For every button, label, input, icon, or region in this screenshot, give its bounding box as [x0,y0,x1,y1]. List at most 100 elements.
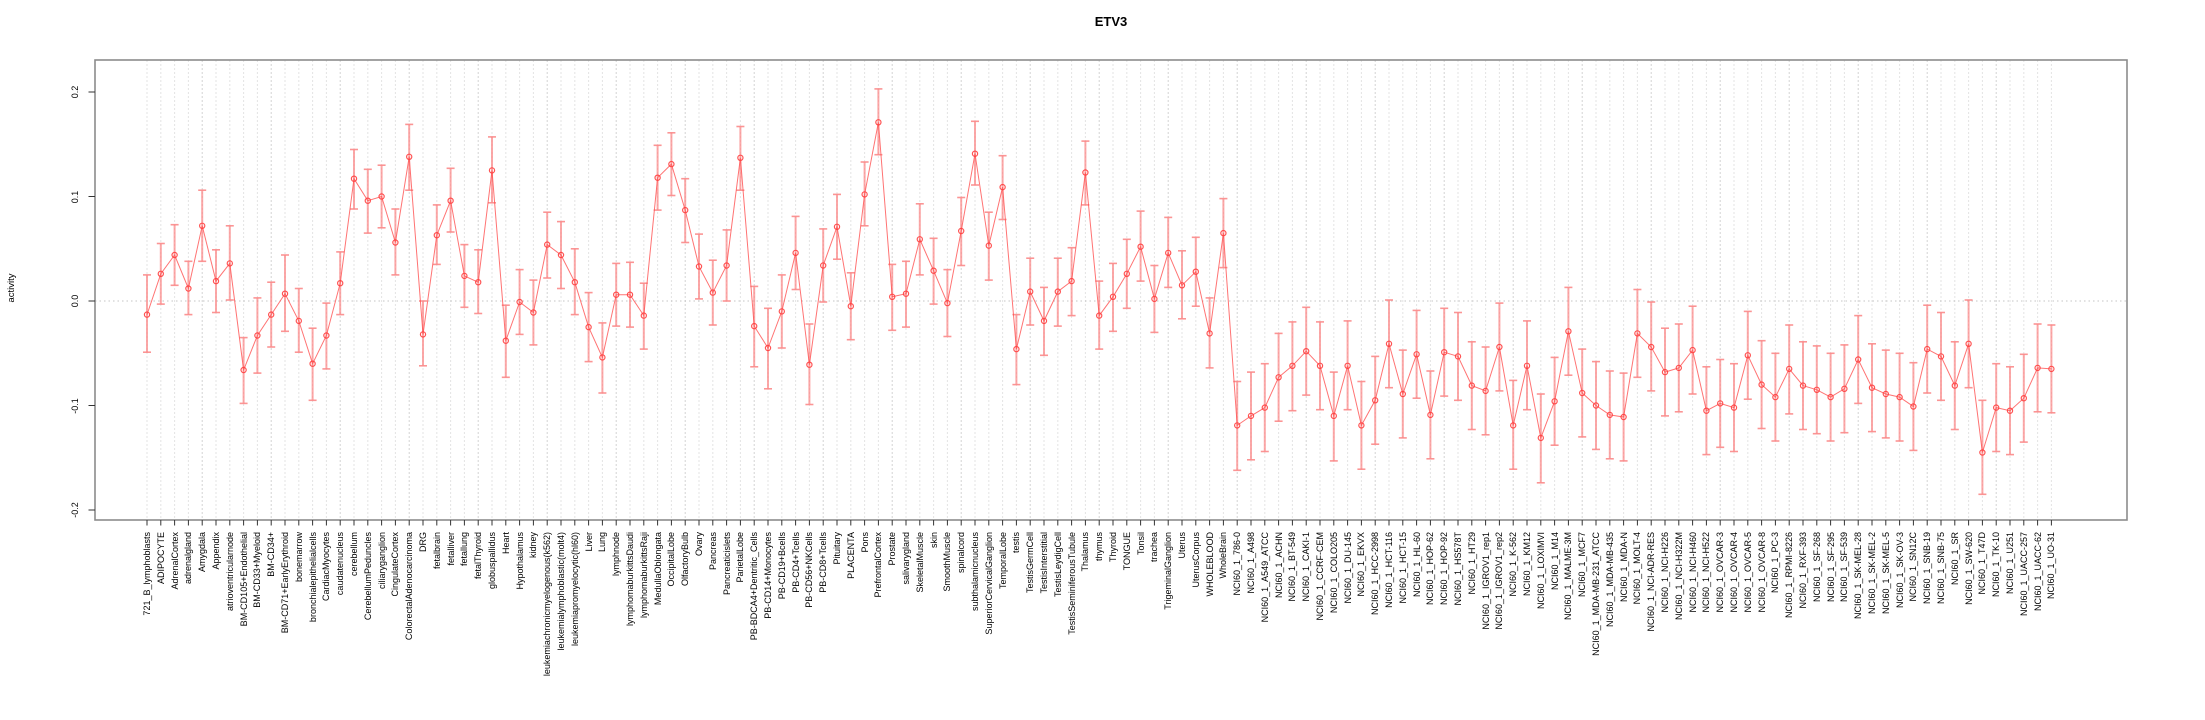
x-tick-label: fetalliver [445,532,456,566]
x-tick-label: AdrenalCortex [169,532,180,590]
x-tick-label: NCI60_1_SNB-75 [1936,532,1946,605]
data-point [1634,330,1641,337]
data-point [806,361,813,368]
x-tick-label: PrefrontalCortex [873,532,884,598]
x-tick-label: NCI60_1_OVCAR-4 [1729,532,1739,613]
data-point [875,119,882,126]
x-tick-label: PB-CD56+NKCells [804,532,815,608]
data-point [1220,229,1227,237]
data-point [1109,293,1117,300]
data-point [1772,393,1779,401]
data-point [820,262,827,269]
x-tick-label: TONGUE [1121,532,1132,571]
x-tick-label: NCI60_1_BT-549 [1287,532,1298,602]
data-point [1661,368,1669,376]
x-tick-label: TestisInterstitial [1039,532,1049,594]
x-tick-label: NCI60_1_CAKI-1 [1301,532,1312,602]
x-tick-label: NCI60_1_NCI-H226 [1660,532,1670,613]
x-tick-label: fetalThyroid [473,532,484,580]
data-point [1951,382,1959,389]
data-point [1095,312,1103,319]
data-point [1399,390,1407,398]
data-point [185,285,192,292]
x-tick-label: lymphomaburkittsDaudi [625,532,635,627]
x-tick-label: PB-CD4+Tcells [790,532,801,593]
x-tick-label: NCI60_1_DU-145 [1342,532,1353,604]
data-point [1758,381,1765,388]
data-point [1620,413,1627,421]
data-point [613,291,620,298]
data-point [240,366,247,374]
data-point [1868,384,1876,391]
x-tick-label: NCI60_1_EKVX [1356,532,1367,597]
data-point [1882,390,1890,398]
data-point [958,227,965,235]
x-tick-label: skin [928,532,939,549]
x-tick-label: NCI60_1_NCI-H522 [1701,532,1712,613]
x-tick-label: OccipitalLobe [666,532,677,587]
x-tick-label: Pituitary [832,532,842,565]
x-tick-label: lymphnode [611,532,622,577]
data-point [1509,422,1517,429]
x-tick-label: NCI60_1_HT29 [1466,532,1477,595]
x-tick-label: spinalcord [956,532,967,574]
data-point [1937,353,1945,360]
data-point [1247,412,1255,420]
data-point [1123,270,1131,277]
data-point [599,354,606,361]
data-point [557,251,565,259]
x-tick-label: NCI60_1_UO-31 [2046,532,2057,600]
y-tick-label: 0.1 [70,190,80,203]
x-tick-label: NCI60_1_UACC-62 [2032,532,2043,612]
data-point [1744,352,1752,359]
data-point [847,303,855,310]
x-tick-label: BM-CD71+EarlyErythroid [280,532,290,634]
data-point [1316,362,1324,369]
data-point [1606,411,1614,419]
data-point [764,344,772,352]
data-point [1841,385,1848,392]
data-point [1151,295,1158,303]
y-tick-label: -0.2 [70,502,80,518]
data-point [1026,288,1034,295]
x-tick-label: NCI60_1_MOLT-4 [1632,532,1643,605]
x-tick-label: cerebellum [349,532,359,577]
x-tick-label: NCI60_1_NCI-ADR-RES [1646,532,1657,632]
x-tick-label: NCI60_1_MDA-MB-231_ATCC [1591,532,1601,656]
x-tick-label: NCI60_1_HOP-62 [1425,532,1436,606]
data-point [1675,364,1683,372]
x-tick-label: PB-CD8+Tcells [818,532,829,593]
x-tick-label: WHOLEBLOOD [1204,532,1215,597]
x-tick-label: NCI60_1_HS578T [1453,532,1463,606]
data-point [447,197,454,204]
x-tick-label: SkeletalMuscle [914,532,925,593]
data-point [1013,345,1020,353]
data-point [337,280,344,287]
x-tick-label: NCI60_1_CCRF-CEM [1315,532,1325,621]
x-tick-label: NCI60_1_HOP-92 [1439,532,1450,606]
x-tick-label: SmoothMuscle [942,532,953,592]
data-point [1371,397,1379,404]
x-tick-label: NCI60_1_MDA-MB-435 [1604,532,1615,628]
x-tick-label: CingulateCortex [390,532,401,597]
x-tick-label: NCI60_1_SK-OV-3 [1894,532,1905,609]
x-tick-label: TestisSeminiferousTubule [1066,532,1077,635]
data-point [1578,389,1586,397]
x-tick-label: Amygdala [197,532,208,573]
data-point [1344,362,1351,369]
x-tick-label: Thyroid [1108,532,1118,563]
data-point [1910,403,1917,410]
x-tick-label: leukemiachronicmyelogenous(k562) [542,532,553,677]
data-point [668,160,675,168]
x-tick-label: NCI60_1_OVCAR-5 [1742,532,1753,613]
x-tick-label: NCI60_1_NCI-H460 [1687,532,1698,613]
data-point [640,312,648,319]
x-tick-label: TestisGermCell [1025,532,1036,594]
data-point [1164,249,1172,257]
x-tick-label: NCI60_1_HL-60 [1411,532,1422,598]
x-tick-label: PB-CD19+Bcells [776,532,787,600]
x-tick-label: NCI60_1_MCF7 [1577,532,1588,598]
x-tick-label: NCI60_1_HCC-2998 [1370,532,1381,616]
